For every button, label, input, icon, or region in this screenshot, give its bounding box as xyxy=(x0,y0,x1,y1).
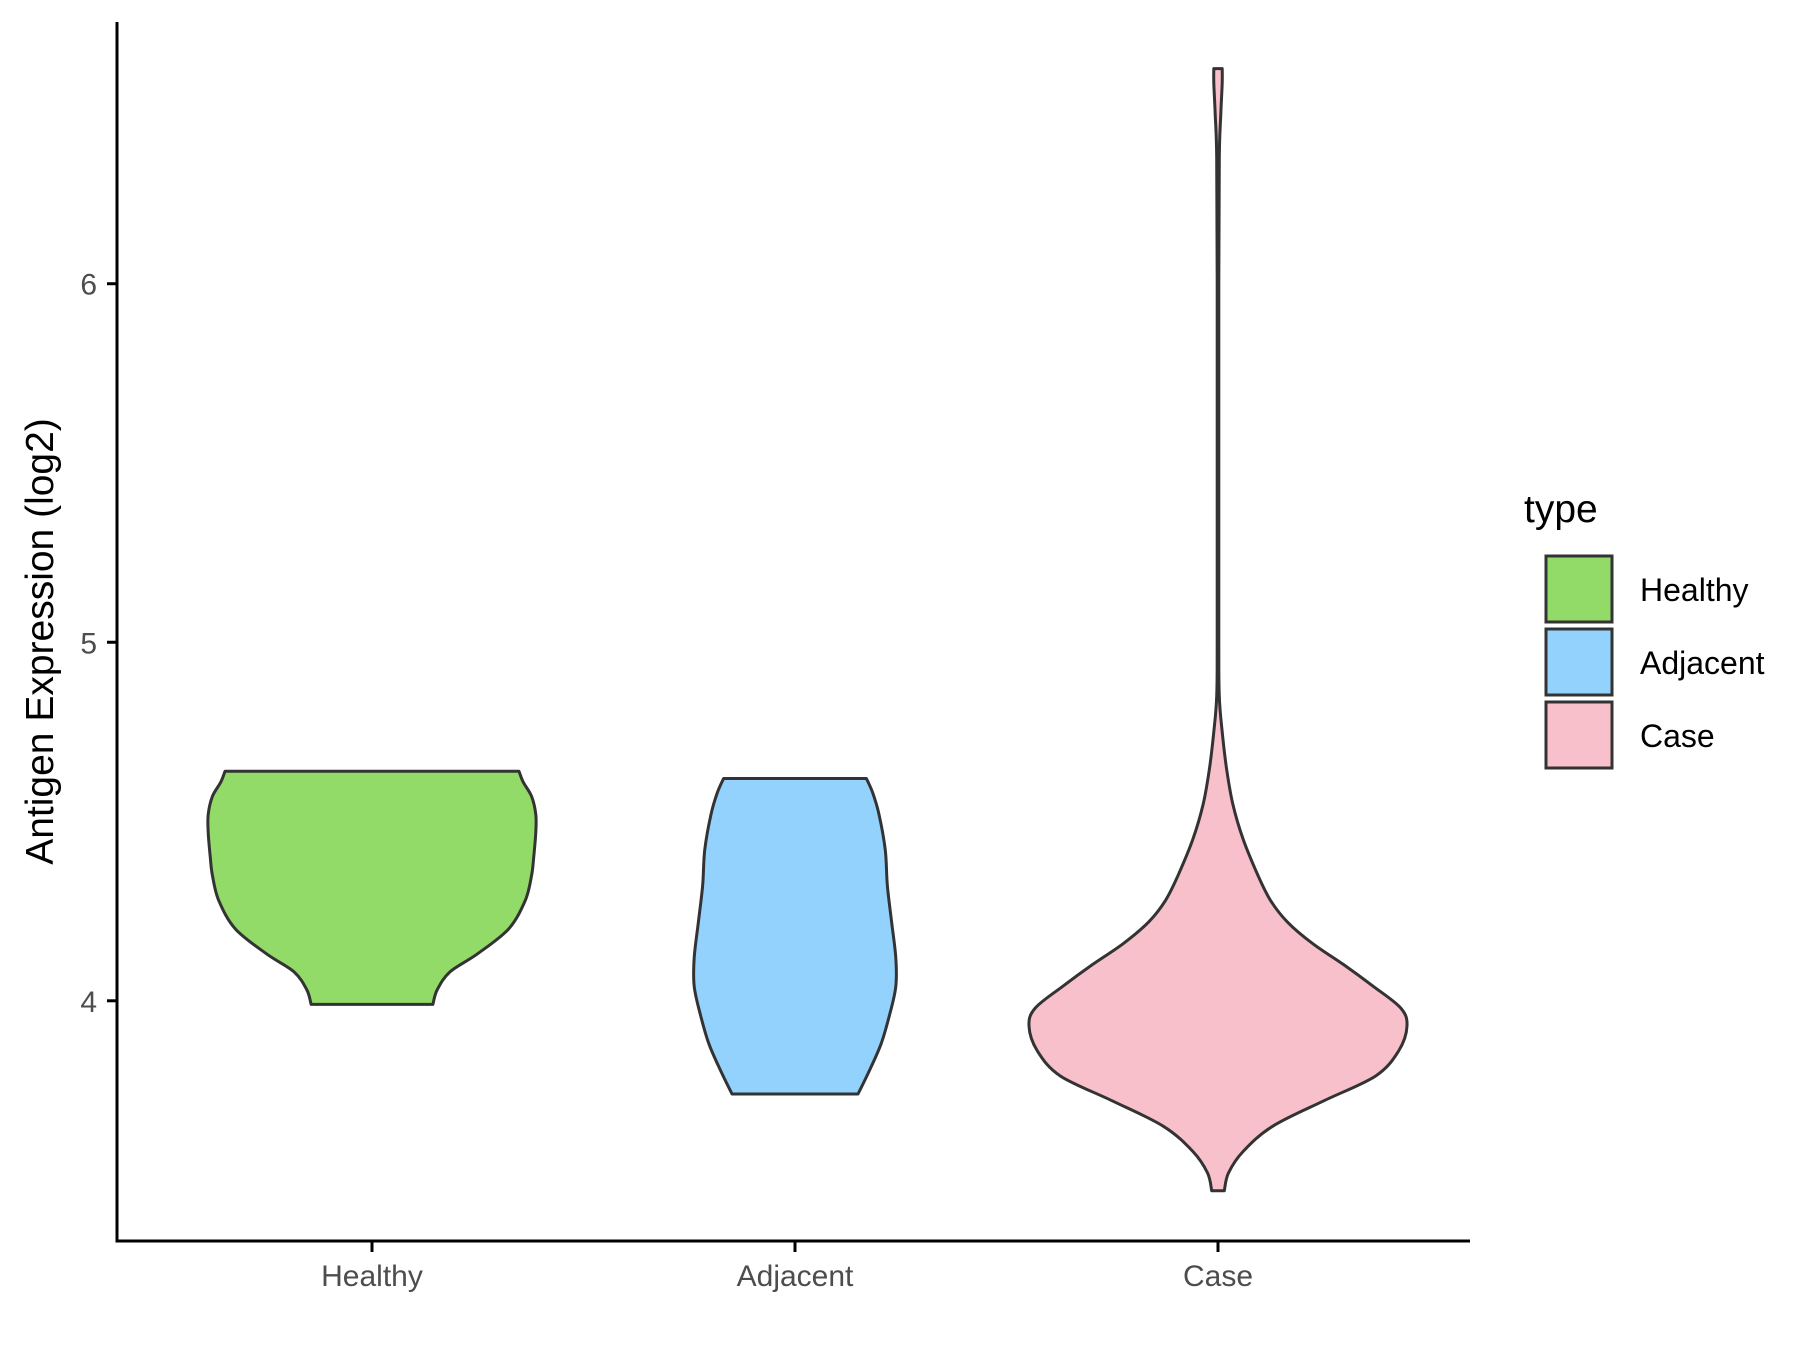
legend-items: Healthy Adjacent Case xyxy=(1544,554,1765,770)
x-ticks: Healthy Adjacent Case xyxy=(321,1241,1253,1293)
legend-label-healthy: Healthy xyxy=(1640,572,1749,608)
y-tick-label: 5 xyxy=(80,627,97,660)
violin-adjacent xyxy=(692,777,898,1096)
violin-healthy xyxy=(206,769,538,1006)
legend: type Healthy Adjacent Case xyxy=(1524,488,1765,770)
legend-label-case: Case xyxy=(1640,718,1715,754)
legend-title: type xyxy=(1524,488,1598,531)
y-tick-label: 6 xyxy=(80,269,97,302)
legend-swatch-adjacent xyxy=(1544,627,1614,697)
legend-swatch-healthy xyxy=(1544,554,1614,624)
y-axis-title: Antigen Expression (log2) xyxy=(19,418,62,865)
axes: 4 5 6 Healthy Adjacent Case xyxy=(80,22,1470,1293)
y-tick-label: 4 xyxy=(80,986,97,1019)
legend-swatch-case xyxy=(1544,700,1614,770)
x-tick-label: Adjacent xyxy=(737,1260,854,1293)
y-ticks: 4 5 6 xyxy=(80,269,117,1019)
violin-case xyxy=(1027,67,1409,1193)
x-tick-label: Healthy xyxy=(321,1260,423,1293)
legend-label-adjacent: Adjacent xyxy=(1640,645,1765,681)
x-tick-label: Case xyxy=(1183,1260,1253,1293)
violin-layer xyxy=(206,67,1409,1193)
